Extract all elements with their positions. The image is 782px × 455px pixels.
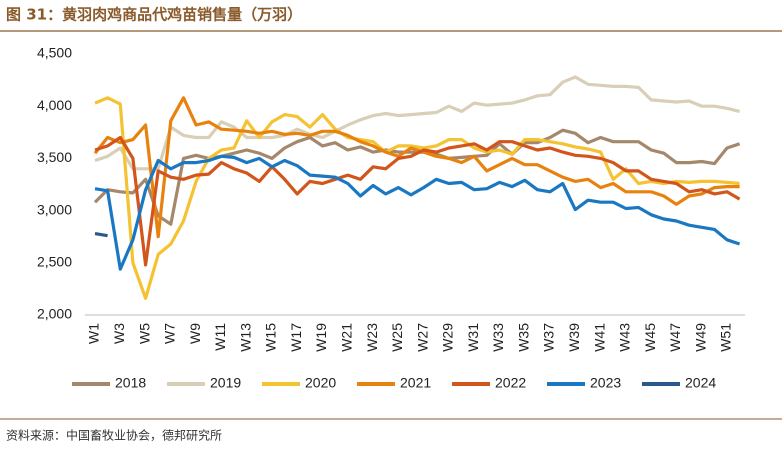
x-tick-label: W43: [617, 323, 633, 352]
source-note: 资料来源：中国畜牧业协会，德邦研究所: [6, 428, 222, 443]
x-tick-label: W15: [263, 323, 279, 352]
y-tick-label: 3,500: [37, 149, 72, 165]
series-line: [94, 75, 740, 171]
x-tick-label: W23: [364, 323, 380, 352]
legend-label: 2018: [115, 375, 146, 391]
chart-title: 图 31：黄羽肉鸡商品代鸡苗销售量（万羽）: [6, 6, 302, 24]
x-tick-label: W13: [237, 323, 253, 352]
x-tick-label: W31: [465, 323, 481, 352]
legend-label: 2022: [495, 375, 526, 391]
series-line: [94, 232, 108, 238]
y-tick-label: 4,500: [37, 45, 72, 61]
x-tick-label: W33: [490, 323, 506, 352]
x-tick-label: W9: [187, 323, 203, 344]
legend-label: 2020: [305, 375, 336, 391]
series-line: [93, 96, 740, 239]
x-tick-label: W25: [389, 323, 405, 352]
y-tick-label: 2,500: [37, 254, 72, 270]
legend-label: 2019: [210, 375, 241, 391]
x-tick-label: W41: [591, 323, 607, 352]
x-tick-label: W19: [313, 323, 329, 352]
x-tick-label: W21: [339, 323, 355, 352]
legend-label: 2021: [400, 375, 431, 391]
x-tick-label: W5: [136, 323, 152, 344]
x-tick-label: W29: [440, 323, 456, 352]
x-tick-label: W17: [288, 323, 304, 352]
legend-label: 2023: [590, 375, 621, 391]
y-tick-label: 3,000: [37, 201, 72, 217]
x-tick-label: W11: [212, 323, 228, 351]
x-tick-label: W37: [541, 323, 557, 352]
series-line: [94, 96, 740, 300]
x-tick-label: W51: [718, 323, 734, 352]
legend-label: 2024: [685, 375, 716, 391]
x-tick-label: W3: [111, 323, 127, 344]
x-tick-label: W7: [162, 323, 178, 344]
x-tick-label: W47: [667, 323, 683, 352]
x-tick-label: W49: [692, 323, 708, 352]
x-tick-label: W27: [414, 323, 430, 352]
x-tick-label: W1: [86, 323, 102, 344]
y-tick-label: 2,000: [37, 306, 72, 322]
x-tick-label: W39: [566, 323, 582, 352]
series-line: [94, 135, 741, 267]
y-tick-label: 4,000: [37, 97, 72, 113]
x-tick-label: W45: [642, 323, 658, 352]
series-line: [94, 154, 741, 271]
x-tick-label: W35: [515, 323, 531, 352]
